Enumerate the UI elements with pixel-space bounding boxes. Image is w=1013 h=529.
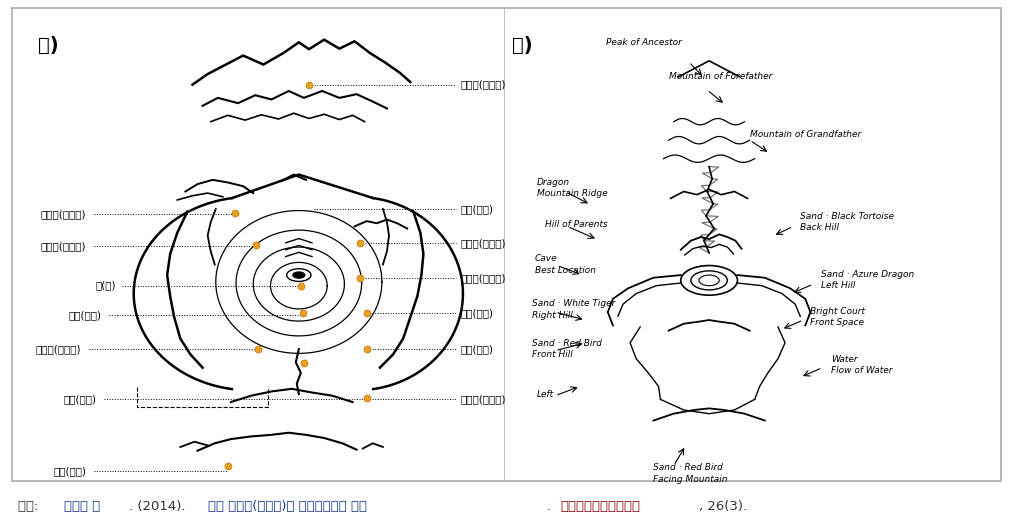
Text: Sand · Azure Dragon
Left Hill: Sand · Azure Dragon Left Hill xyxy=(821,270,914,290)
Text: 혈(穴): 혈(穴) xyxy=(96,281,116,290)
Text: 조산(朝山): 조산(朝山) xyxy=(53,466,86,476)
Text: 명당(明堂): 명당(明堂) xyxy=(68,310,101,320)
Text: .: . xyxy=(547,500,555,513)
Text: Sand · Red Bird
Facing Mountain: Sand · Red Bird Facing Mountain xyxy=(653,463,728,484)
Text: 풍수 사신사(四神砂)의 지형발달사적 해석: 풍수 사신사(四神砂)의 지형발달사적 해석 xyxy=(208,500,367,513)
Text: 나): 나) xyxy=(512,36,532,55)
Text: , 26(3).: , 26(3). xyxy=(699,500,748,513)
Text: 내백호(內白虎): 내백호(內白虎) xyxy=(41,241,86,251)
Circle shape xyxy=(293,272,305,278)
Text: 내수구(內水口): 내수구(內水口) xyxy=(35,344,81,354)
Text: Sand · Black Tortoise
Back Hill: Sand · Black Tortoise Back Hill xyxy=(800,212,894,232)
Text: 조종산(祖宗山): 조종산(祖宗山) xyxy=(461,80,506,89)
Text: 주산(主山): 주산(主山) xyxy=(461,204,494,214)
Text: 외백호(外白虎): 외백호(外白虎) xyxy=(41,209,86,219)
Text: . (2014).: . (2014). xyxy=(129,500,189,513)
Text: Cave
Best Location: Cave Best Location xyxy=(535,254,596,275)
Text: 내수(內水): 내수(內水) xyxy=(461,308,494,318)
Text: Peak of Ancestor: Peak of Ancestor xyxy=(606,38,682,47)
Text: Hill of Parents: Hill of Parents xyxy=(545,220,608,230)
Text: Bright Court
Front Space: Bright Court Front Space xyxy=(810,307,865,327)
Text: Left: Left xyxy=(537,389,554,399)
Text: Water
Flow of Water: Water Flow of Water xyxy=(831,355,892,375)
Text: 외수구(外水口): 외수구(外水口) xyxy=(461,395,506,404)
Text: Mountain of Forefather: Mountain of Forefather xyxy=(669,72,772,81)
Text: 내청룡(內靑龍): 내청룡(內靑龍) xyxy=(461,273,506,282)
FancyBboxPatch shape xyxy=(12,8,1001,481)
Text: 한국문화역사지리학회: 한국문화역사지리학회 xyxy=(560,500,640,513)
Text: Sand · White Tiger
Right Hill: Sand · White Tiger Right Hill xyxy=(532,299,615,320)
Text: 외청룡(外靑龍): 외청룡(外靑龍) xyxy=(461,239,506,248)
Text: 박수진 외: 박수진 외 xyxy=(64,500,100,513)
Text: 출처:: 출처: xyxy=(18,500,43,513)
Text: 가): 가) xyxy=(38,36,59,55)
Text: 안산(案山): 안산(案山) xyxy=(63,395,96,404)
Text: Mountain of Grandfather: Mountain of Grandfather xyxy=(750,130,861,140)
Text: 외수(外水): 외수(外水) xyxy=(461,344,494,354)
Text: Dragon
Mountain Ridge: Dragon Mountain Ridge xyxy=(537,178,608,198)
Text: Sand · Red Bird
Front Hill: Sand · Red Bird Front Hill xyxy=(532,339,602,359)
